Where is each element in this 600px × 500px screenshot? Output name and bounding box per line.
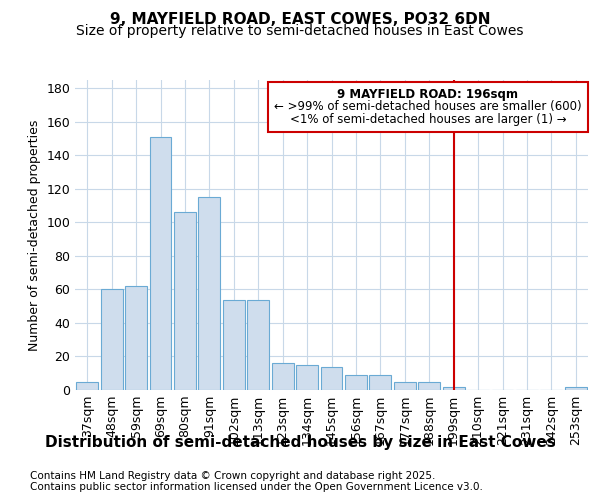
Bar bbox=[174, 212, 196, 390]
Bar bbox=[394, 382, 416, 390]
Bar bbox=[443, 386, 464, 390]
Bar bbox=[125, 286, 147, 390]
Bar bbox=[418, 382, 440, 390]
Text: ← >99% of semi-detached houses are smaller (600): ← >99% of semi-detached houses are small… bbox=[274, 100, 582, 114]
Bar bbox=[296, 365, 318, 390]
Bar bbox=[370, 375, 391, 390]
Bar bbox=[320, 366, 343, 390]
Text: 9, MAYFIELD ROAD, EAST COWES, PO32 6DN: 9, MAYFIELD ROAD, EAST COWES, PO32 6DN bbox=[110, 12, 490, 28]
FancyBboxPatch shape bbox=[268, 82, 588, 132]
Text: 9 MAYFIELD ROAD: 196sqm: 9 MAYFIELD ROAD: 196sqm bbox=[337, 88, 518, 101]
Bar bbox=[345, 375, 367, 390]
Text: Contains HM Land Registry data © Crown copyright and database right 2025.: Contains HM Land Registry data © Crown c… bbox=[30, 471, 436, 481]
Bar bbox=[149, 137, 172, 390]
Y-axis label: Number of semi-detached properties: Number of semi-detached properties bbox=[28, 120, 41, 350]
Bar bbox=[76, 382, 98, 390]
Bar bbox=[247, 300, 269, 390]
Bar bbox=[199, 198, 220, 390]
Bar bbox=[565, 386, 587, 390]
Bar bbox=[101, 290, 122, 390]
Text: Distribution of semi-detached houses by size in East Cowes: Distribution of semi-detached houses by … bbox=[44, 435, 556, 450]
Bar bbox=[272, 363, 293, 390]
Text: Size of property relative to semi-detached houses in East Cowes: Size of property relative to semi-detach… bbox=[76, 24, 524, 38]
Text: Contains public sector information licensed under the Open Government Licence v3: Contains public sector information licen… bbox=[30, 482, 483, 492]
Bar bbox=[223, 300, 245, 390]
Text: <1% of semi-detached houses are larger (1) →: <1% of semi-detached houses are larger (… bbox=[290, 113, 566, 126]
